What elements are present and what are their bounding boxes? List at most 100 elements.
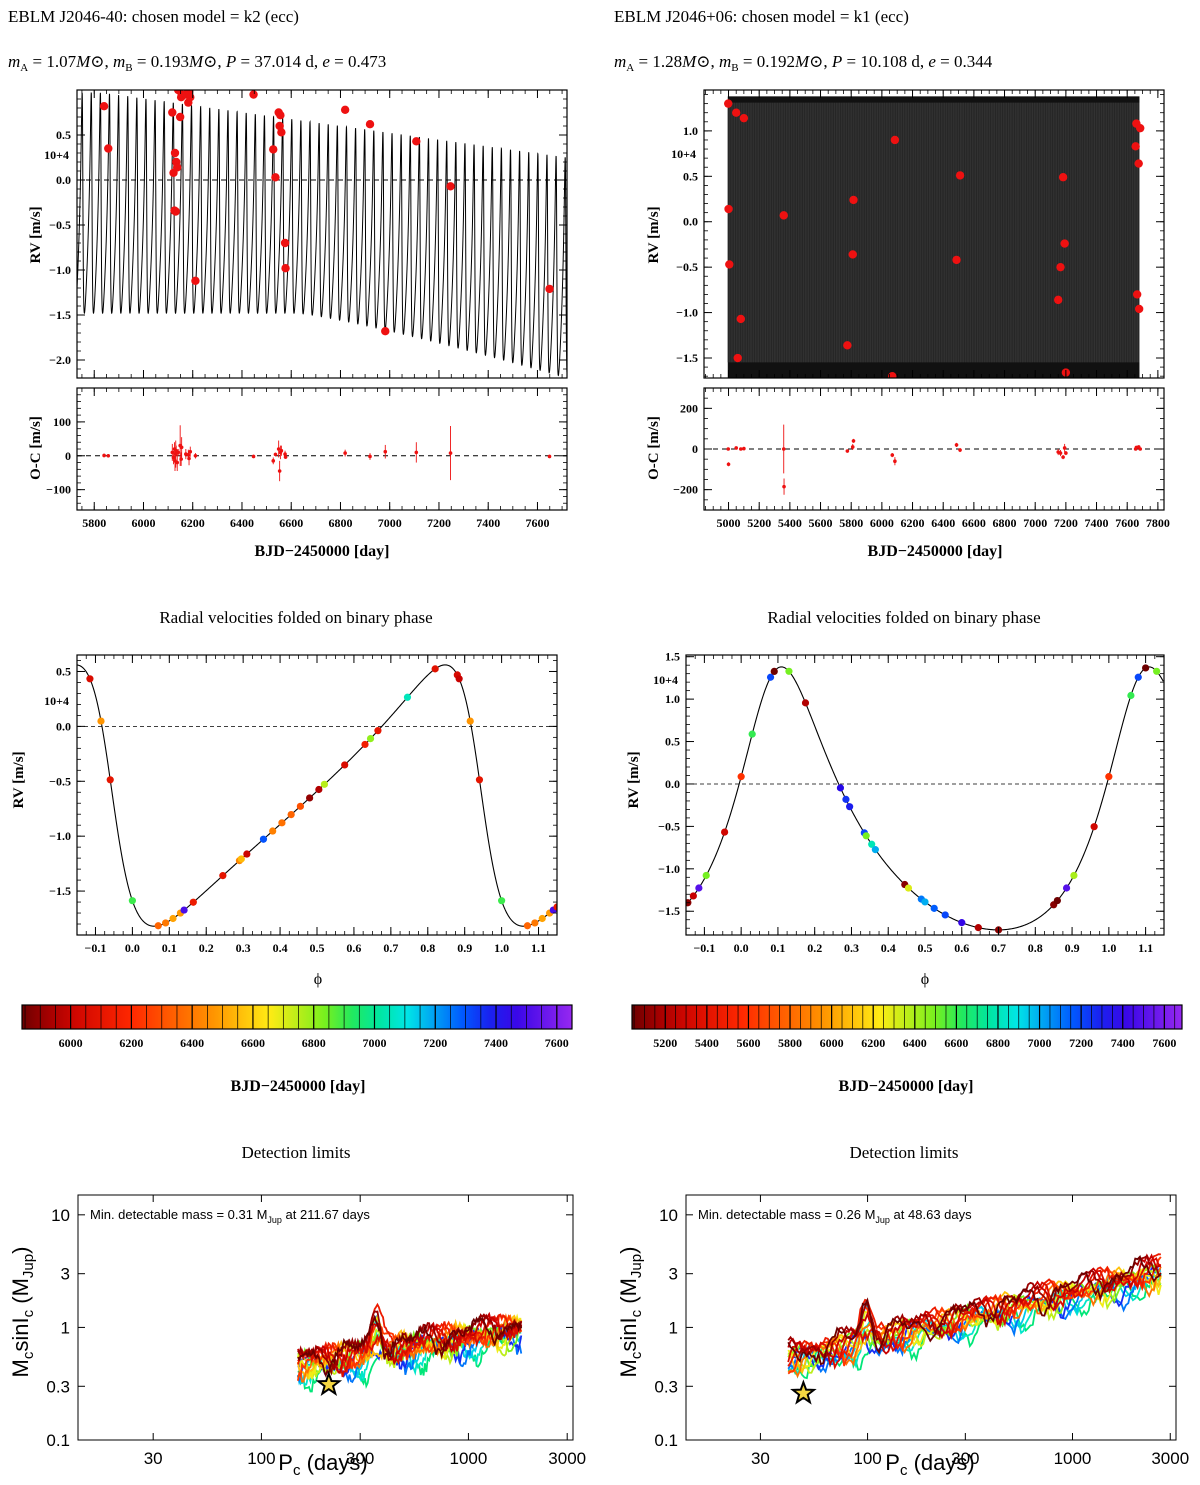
phase-point	[296, 802, 304, 810]
x-tick-label: 6000	[870, 516, 894, 530]
oc-point	[251, 454, 256, 459]
rv-point	[724, 99, 733, 108]
oc-point	[102, 453, 106, 458]
oc-point	[179, 445, 184, 450]
rv-point	[888, 371, 897, 378]
colorbar-tick-label: 7200	[1069, 1036, 1093, 1050]
oc-point	[186, 452, 191, 457]
y-tick-label: −1.5	[658, 904, 680, 918]
oc-point	[283, 452, 287, 456]
oc-point	[1062, 446, 1067, 450]
left-det-title: Detection limits	[241, 1143, 350, 1162]
phase-point	[306, 794, 314, 802]
phase-point	[106, 776, 114, 784]
rv-point	[725, 260, 734, 269]
rv-point	[1132, 290, 1142, 299]
phase-point	[721, 828, 729, 836]
rv-point	[168, 108, 177, 117]
oc-point	[1138, 447, 1143, 451]
rv-point	[276, 111, 285, 120]
colorbar-tick-label: 7400	[1111, 1036, 1135, 1050]
phase-point	[287, 810, 295, 819]
phase-point	[1090, 823, 1098, 831]
rv-point	[1134, 159, 1143, 168]
phase-point	[259, 835, 268, 843]
x-tick-label: 1.1	[1138, 941, 1153, 955]
right-colorbar-label: BJD−2450000 [day]	[839, 1078, 974, 1095]
x-tick-label: 0.3	[844, 941, 859, 955]
x-tick-label: 300	[951, 1449, 979, 1468]
rv-point	[724, 204, 733, 214]
x-tick-label: 5000	[717, 516, 741, 530]
x-tick-label: 0.5	[918, 941, 933, 955]
oc-point	[734, 446, 738, 450]
phase-point	[219, 872, 227, 880]
rv-point	[104, 144, 113, 153]
detection-curve	[297, 1314, 523, 1378]
left-oc-ylabel: O-C [m/s]	[28, 416, 44, 480]
phase-point	[958, 919, 966, 927]
colorbar-tick-label: 6200	[119, 1036, 143, 1050]
rv-point	[545, 284, 554, 294]
left-oc-time-panel: 5800 6000 6200 6400 6600 6800 7000 7200 7400 7600…	[46, 387, 568, 530]
right-det-xlabel: Pc (days)	[885, 1450, 974, 1479]
colorbar-tick-label: 5200	[653, 1036, 677, 1050]
rv-point	[271, 173, 280, 182]
x-tick-label: 7200	[427, 516, 451, 530]
phase-point	[836, 784, 845, 792]
phase-point	[1070, 871, 1078, 880]
phase-point	[128, 897, 136, 905]
x-tick-label: 7600	[1115, 516, 1139, 530]
right-title: EBLM J2046+06: chosen model = k1 (ecc)	[614, 7, 909, 26]
plot-frame	[77, 1194, 574, 1441]
y-tick-label: 0	[65, 449, 71, 463]
rv-point	[1054, 295, 1063, 305]
left-time-xlabel: BJD−2450000 [day]	[255, 543, 390, 560]
plot-frame	[76, 654, 558, 936]
phase-point	[341, 761, 349, 769]
right-det-ylabel: McsinIc (MJup)	[616, 1247, 645, 1378]
x-tick-label: 6200	[901, 516, 925, 530]
y-tick-label: 0.5	[56, 128, 71, 142]
oc-point	[1058, 451, 1063, 455]
y-tick-label: −1.5	[49, 884, 71, 898]
x-tick-label: 5200	[747, 516, 771, 530]
x-tick-label: −0.1	[85, 941, 107, 955]
x-tick-label: 0.4	[273, 941, 288, 955]
x-tick-label: 7400	[1085, 516, 1109, 530]
colorbar-tick-label: 7600	[1152, 1036, 1176, 1050]
right-phase-ylabel: RV [m/s]	[626, 751, 642, 808]
y-tick-label: 1	[669, 1318, 678, 1337]
right-min-mass-note: Min. detectable mass = 0.26 MJup at 48.6…	[698, 1207, 972, 1225]
phase-point	[553, 903, 557, 911]
colorbar-tick-label: 5600	[736, 1036, 760, 1050]
y-multiplier: 10+4	[44, 148, 69, 162]
oc-point	[343, 451, 347, 455]
oc-point	[893, 459, 897, 464]
y-tick-label: 200	[680, 401, 698, 415]
y-tick-label: 1.0	[683, 124, 698, 138]
rv-point	[952, 255, 961, 265]
oc-point	[958, 448, 962, 452]
phase-point	[689, 892, 697, 900]
x-tick-label: 1.0	[494, 941, 509, 955]
y-tick-label: 0.1	[46, 1431, 70, 1450]
min-mass-star	[315, 1370, 343, 1397]
x-tick-label: 6400	[931, 516, 955, 530]
colorbar-tick-label: 6000	[820, 1036, 844, 1050]
y-tick-label: 10	[51, 1206, 70, 1225]
phase-point	[237, 855, 245, 863]
rv-point	[843, 341, 852, 350]
x-tick-label: 7400	[476, 516, 500, 530]
rv-point	[955, 171, 965, 180]
phase-point	[531, 919, 539, 927]
model-curve	[686, 666, 1164, 931]
x-tick-label: 5800	[82, 516, 106, 530]
y-multiplier: 10+4	[44, 694, 69, 708]
left-fold-title: Radial velocities folded on binary phase	[159, 608, 432, 627]
phase-point	[921, 898, 929, 906]
rv-point	[849, 195, 858, 205]
x-tick-label: 0.3	[236, 941, 251, 955]
oc-point	[279, 448, 284, 453]
